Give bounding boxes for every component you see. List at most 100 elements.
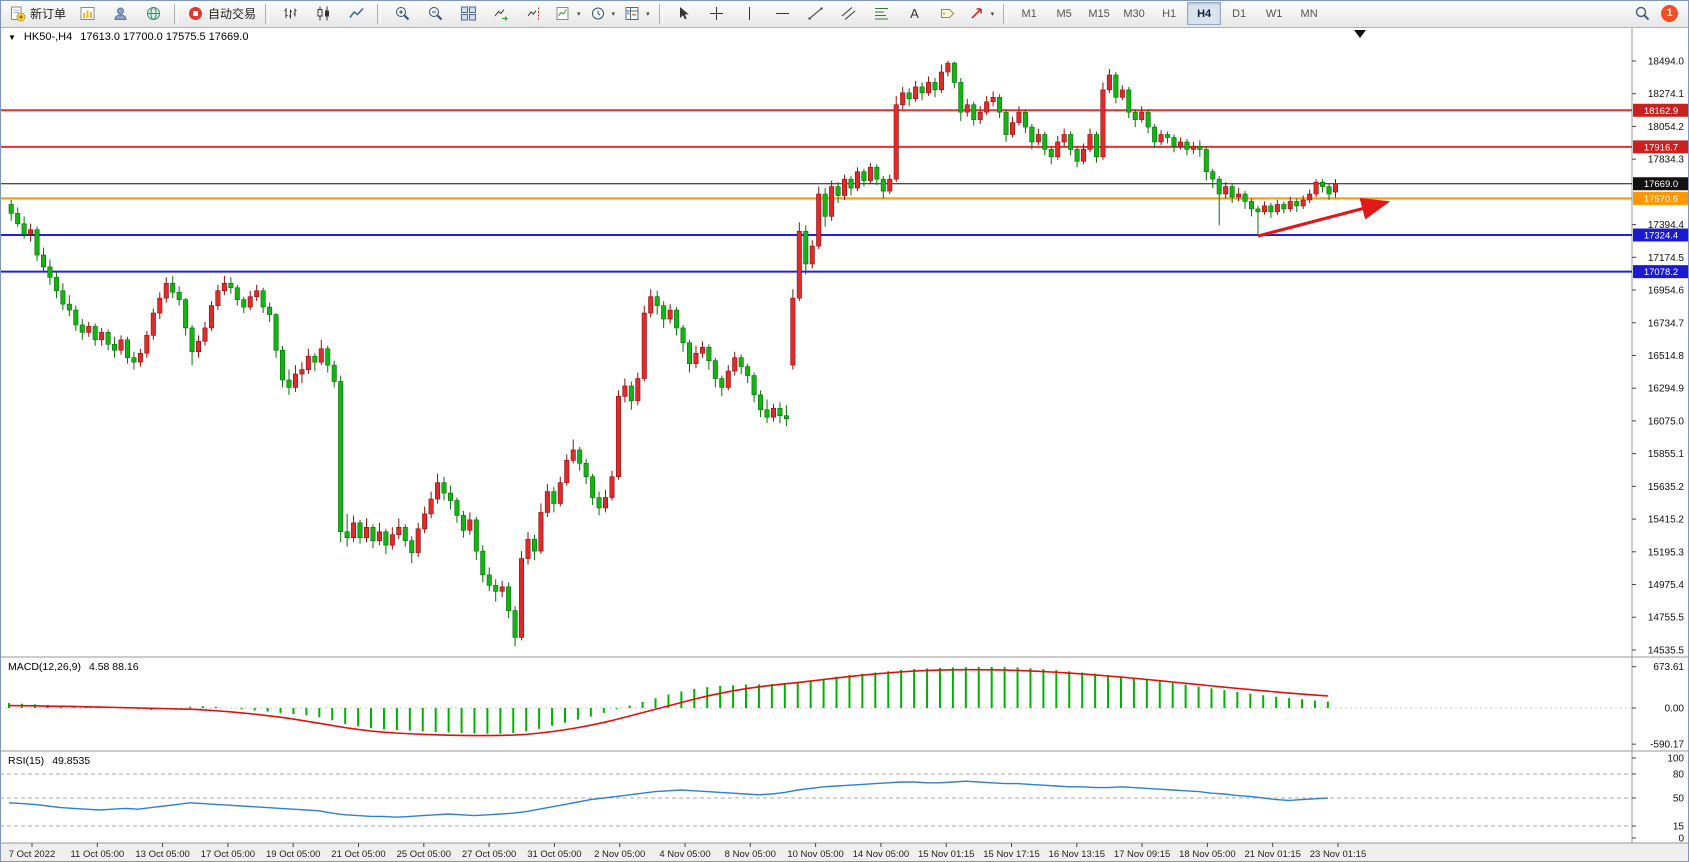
cursor-button[interactable] — [668, 1, 700, 26]
text-label-icon — [939, 5, 956, 22]
auto-scroll-button[interactable] — [485, 1, 517, 26]
svg-text:15 Nov 01:15: 15 Nov 01:15 — [918, 849, 975, 860]
rsi-axis-label: 0 — [1678, 834, 1684, 845]
svg-text:17669.0: 17669.0 — [1644, 179, 1678, 190]
fibonacci-icon — [873, 5, 890, 22]
rsi-name: RSI(15) — [8, 755, 45, 767]
price-level-badge: 17078.2 — [1633, 265, 1688, 279]
zoom-out-button[interactable] — [419, 1, 451, 26]
zoom-in-icon — [394, 5, 411, 22]
toolbar-separator — [174, 3, 179, 24]
auto-scroll-icon — [493, 5, 510, 22]
horizontal-line-button[interactable] — [767, 1, 799, 26]
arrows-button[interactable]: ▾ — [965, 1, 999, 26]
timeframe-toolbar: M1 M5 M15 M30 H1 H4 D1 W1 MN — [1012, 2, 1326, 25]
svg-text:16734.7: 16734.7 — [1648, 318, 1685, 329]
channel-button[interactable] — [833, 1, 865, 26]
rsi-indicator-label: RSI(15) 49.8535 — [8, 755, 90, 767]
timeframe-button-h1[interactable]: H1 — [1162, 7, 1177, 20]
svg-text:18162.9: 18162.9 — [1644, 106, 1678, 117]
line-chart-button[interactable] — [340, 1, 372, 26]
new-order-button[interactable]: 新订单 — [5, 1, 70, 26]
svg-text:16075.0: 16075.0 — [1648, 416, 1685, 427]
timeframe-button-mn[interactable]: MN — [1300, 7, 1318, 20]
rsi-line — [8, 780, 1328, 818]
svg-text:27 Oct 05:00: 27 Oct 05:00 — [462, 849, 516, 860]
auto-trading-label: 自动交易 — [208, 7, 257, 21]
svg-text:17 Oct 05:00: 17 Oct 05:00 — [201, 849, 255, 860]
rsi-value: 49.8535 — [52, 755, 91, 767]
timeframe-button-h4[interactable]: H4 — [1187, 2, 1222, 25]
svg-text:15635.2: 15635.2 — [1648, 482, 1685, 493]
svg-text:18 Nov 05:00: 18 Nov 05:00 — [1179, 849, 1236, 860]
price-axis: 18494.0 18274.1 18054.2 17834.3 17394.4 17174… — [1632, 57, 1685, 656]
bar-chart-icon — [282, 5, 299, 22]
vertical-line-button[interactable] — [734, 1, 766, 26]
timeframe-button-m15[interactable]: M15 — [1088, 7, 1110, 20]
new-chart-button[interactable] — [71, 1, 103, 26]
svg-text:2 Nov 05:00: 2 Nov 05:00 — [594, 849, 645, 860]
price-level-badge: 17570.6 — [1633, 191, 1688, 205]
svg-text:14755.5: 14755.5 — [1648, 613, 1685, 624]
channel-icon — [840, 5, 857, 22]
chart-symbol-period: HK50-,H4 — [23, 31, 73, 43]
timeframe-button-w1[interactable]: W1 — [1265, 7, 1283, 20]
svg-text:17078.2: 17078.2 — [1644, 267, 1678, 278]
trendline-button[interactable] — [800, 1, 832, 26]
timeframe-button-m30[interactable]: M30 — [1123, 7, 1145, 20]
zoom-out-icon — [427, 5, 444, 22]
line-chart-icon — [348, 5, 365, 22]
macd-indicator-label: MACD(12,26,9) 4.58 88.16 — [8, 661, 139, 673]
svg-text:17174.5: 17174.5 — [1648, 253, 1685, 264]
macd-axis-label: -590.17 — [1650, 740, 1684, 751]
chart-shift-button[interactable] — [518, 1, 550, 26]
search-button[interactable] — [1626, 1, 1658, 26]
svg-text:17834.3: 17834.3 — [1648, 155, 1685, 166]
text-button[interactable]: A — [899, 1, 931, 26]
svg-text:18274.1: 18274.1 — [1648, 89, 1685, 100]
trend-arrow-annotation[interactable] — [1257, 197, 1391, 238]
rsi-axis-label: 80 — [1673, 770, 1685, 781]
time-axis: 7 Oct 2022 11 Oct 05:00 13 Oct 05:00 17 Oct… — [9, 843, 1366, 860]
svg-text:16 Nov 13:15: 16 Nov 13:15 — [1049, 849, 1106, 860]
auto-trading-button[interactable]: 自动交易 — [183, 1, 260, 26]
svg-text:4 Nov 05:00: 4 Nov 05:00 — [659, 849, 710, 860]
templates-button[interactable]: ▾ — [620, 1, 654, 26]
dropdown-caret-icon: ▾ — [646, 10, 650, 18]
crosshair-button[interactable] — [701, 1, 733, 26]
periods-button[interactable]: ▾ — [586, 1, 620, 26]
price-level-badge: 17324.4 — [1633, 228, 1688, 242]
scroll-to-end-marker[interactable] — [1354, 30, 1366, 38]
bar-chart-button[interactable] — [274, 1, 306, 26]
zoom-in-button[interactable] — [386, 1, 418, 26]
svg-text:25 Oct 05:00: 25 Oct 05:00 — [397, 849, 451, 860]
fibonacci-button[interactable] — [866, 1, 898, 26]
candlestick-chart-button[interactable] — [307, 1, 339, 26]
svg-text:16294.9: 16294.9 — [1648, 384, 1685, 395]
svg-text:17324.4: 17324.4 — [1644, 231, 1678, 242]
indicators-button[interactable]: ▾ — [551, 1, 585, 26]
timeframe-button-d1[interactable]: D1 — [1232, 7, 1247, 20]
svg-text:17 Nov 09:15: 17 Nov 09:15 — [1114, 849, 1171, 860]
text-label-button[interactable] — [932, 1, 964, 26]
trendline-icon — [807, 5, 824, 22]
svg-text:17570.6: 17570.6 — [1644, 194, 1678, 205]
crosshair-icon — [708, 5, 725, 22]
profiles-button[interactable] — [104, 1, 136, 26]
market-watch-button[interactable] — [137, 1, 169, 26]
svg-text:21 Nov 01:15: 21 Nov 01:15 — [1244, 849, 1301, 860]
tile-windows-button[interactable] — [452, 1, 484, 26]
notification-badge[interactable]: 1 — [1661, 5, 1678, 22]
timeframe-button-m5[interactable]: M5 — [1056, 7, 1072, 20]
toolbar-separator — [377, 3, 382, 24]
timeframe-button-m1[interactable]: M1 — [1021, 7, 1037, 20]
svg-text:31 Oct 05:00: 31 Oct 05:00 — [527, 849, 581, 860]
chart-dropdown-icon[interactable]: ▼ — [8, 32, 16, 42]
dropdown-caret-icon: ▾ — [611, 10, 616, 18]
svg-text:14 Nov 05:00: 14 Nov 05:00 — [853, 849, 910, 860]
time-axis-strip — [0, 843, 1689, 862]
auto-trading-icon — [187, 5, 204, 22]
macd-histogram — [8, 666, 1329, 734]
svg-text:11 Oct 05:00: 11 Oct 05:00 — [70, 849, 124, 860]
